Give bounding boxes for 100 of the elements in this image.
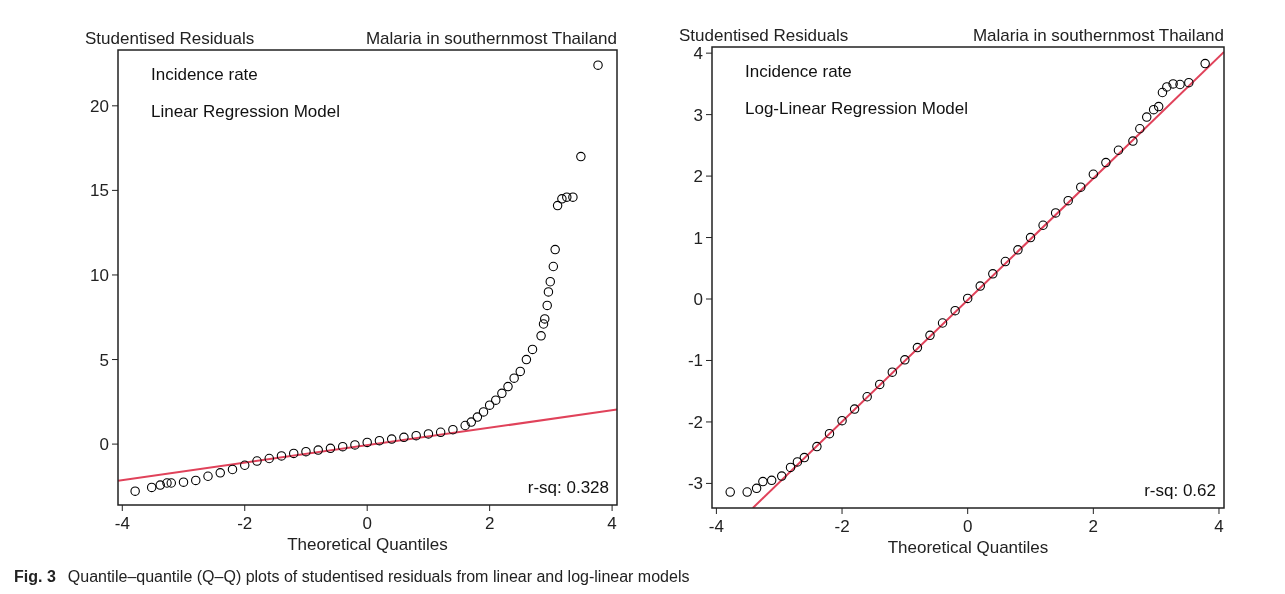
point bbox=[1128, 136, 1138, 146]
point bbox=[460, 420, 470, 431]
y-axis-title: Studentised Residuals bbox=[85, 29, 255, 48]
point bbox=[1038, 220, 1048, 230]
point bbox=[874, 379, 885, 390]
point bbox=[792, 457, 803, 467]
point bbox=[937, 318, 948, 328]
point bbox=[542, 300, 552, 311]
y-tick-label: 4 bbox=[693, 44, 703, 64]
point bbox=[146, 482, 157, 493]
chart-title: Malaria in southernmost Thailand bbox=[972, 26, 1224, 45]
point bbox=[1153, 101, 1164, 112]
point bbox=[824, 428, 835, 439]
x-tick-label: 0 bbox=[962, 517, 973, 536]
point bbox=[515, 366, 526, 377]
y-tick-label: -2 bbox=[687, 412, 703, 432]
y-axis-title: Studentised Residuals bbox=[679, 26, 849, 45]
point bbox=[1113, 145, 1124, 156]
point bbox=[301, 446, 311, 457]
x-tick-label: 2 bbox=[484, 514, 495, 533]
point bbox=[776, 471, 787, 481]
point bbox=[374, 435, 385, 446]
point bbox=[166, 478, 177, 488]
point bbox=[1200, 58, 1210, 69]
point bbox=[887, 367, 898, 377]
point bbox=[766, 475, 777, 486]
point bbox=[540, 314, 550, 324]
y-tick-label: 5 bbox=[99, 350, 109, 370]
point bbox=[521, 354, 532, 365]
point bbox=[350, 440, 360, 450]
point bbox=[538, 319, 549, 329]
point bbox=[130, 486, 140, 496]
point bbox=[543, 287, 554, 297]
x-tick-label: 0 bbox=[362, 514, 372, 533]
x-tick-label: -4 bbox=[708, 517, 724, 536]
text: Quantile–quantile (Q–Q) plots of studentised residuals from linear and log-linear models bbox=[67, 568, 690, 585]
caption: Fig. 3 bbox=[14, 568, 56, 585]
point bbox=[337, 441, 348, 452]
point bbox=[497, 388, 507, 399]
point bbox=[1135, 124, 1145, 134]
point bbox=[1063, 195, 1073, 206]
x-axis-title: Theoretical Quantiles bbox=[887, 538, 1049, 557]
point bbox=[562, 192, 572, 202]
chart-title: Malaria in southernmost Thailand bbox=[365, 29, 617, 48]
point bbox=[527, 344, 538, 355]
point bbox=[548, 261, 559, 272]
point bbox=[509, 373, 519, 383]
point bbox=[812, 441, 822, 452]
point bbox=[742, 487, 752, 497]
x-tick-label: -2 bbox=[237, 514, 253, 533]
point bbox=[386, 434, 397, 444]
point bbox=[178, 477, 189, 487]
point bbox=[252, 456, 262, 466]
point bbox=[900, 355, 910, 365]
y-tick-label: 0 bbox=[99, 435, 109, 455]
x-tick-label: 4 bbox=[1214, 517, 1224, 536]
point bbox=[362, 437, 372, 448]
point bbox=[162, 478, 172, 488]
x-axis-title: Theoretical Quantiles bbox=[287, 535, 448, 554]
point bbox=[491, 395, 501, 405]
point bbox=[950, 305, 960, 316]
point bbox=[1101, 157, 1111, 168]
point bbox=[264, 453, 274, 464]
point bbox=[1184, 77, 1194, 88]
point bbox=[155, 480, 165, 490]
point bbox=[1157, 87, 1168, 98]
point bbox=[399, 432, 409, 443]
point bbox=[1168, 79, 1178, 89]
point bbox=[466, 417, 477, 427]
point bbox=[862, 392, 872, 402]
point bbox=[837, 415, 847, 426]
point bbox=[1148, 104, 1159, 115]
point bbox=[1175, 79, 1185, 90]
annotation: Log-Linear Regression Model bbox=[745, 99, 969, 118]
point bbox=[912, 342, 923, 353]
point bbox=[785, 462, 796, 473]
y-tick-label: 3 bbox=[693, 105, 703, 125]
point bbox=[1000, 256, 1011, 267]
point bbox=[1013, 245, 1023, 255]
y-tick-label: 10 bbox=[90, 265, 109, 285]
y-tick-label: 20 bbox=[90, 96, 109, 116]
point bbox=[1076, 182, 1086, 192]
point bbox=[1025, 232, 1036, 243]
x-tick-label: 2 bbox=[1088, 517, 1099, 536]
point bbox=[288, 448, 299, 459]
point bbox=[435, 427, 446, 438]
point bbox=[593, 60, 603, 70]
point bbox=[758, 476, 768, 487]
point bbox=[313, 445, 323, 455]
y-tick-label: 15 bbox=[90, 181, 109, 201]
point bbox=[503, 381, 513, 392]
point bbox=[411, 430, 421, 441]
annotation: Linear Regression Model bbox=[151, 102, 340, 121]
point bbox=[576, 151, 586, 162]
y-tick-label: 0 bbox=[693, 290, 703, 310]
point bbox=[227, 464, 238, 475]
point bbox=[751, 483, 762, 494]
y-tick-label: 1 bbox=[693, 228, 703, 248]
point bbox=[325, 443, 336, 454]
y-tick-label: 2 bbox=[693, 167, 703, 187]
